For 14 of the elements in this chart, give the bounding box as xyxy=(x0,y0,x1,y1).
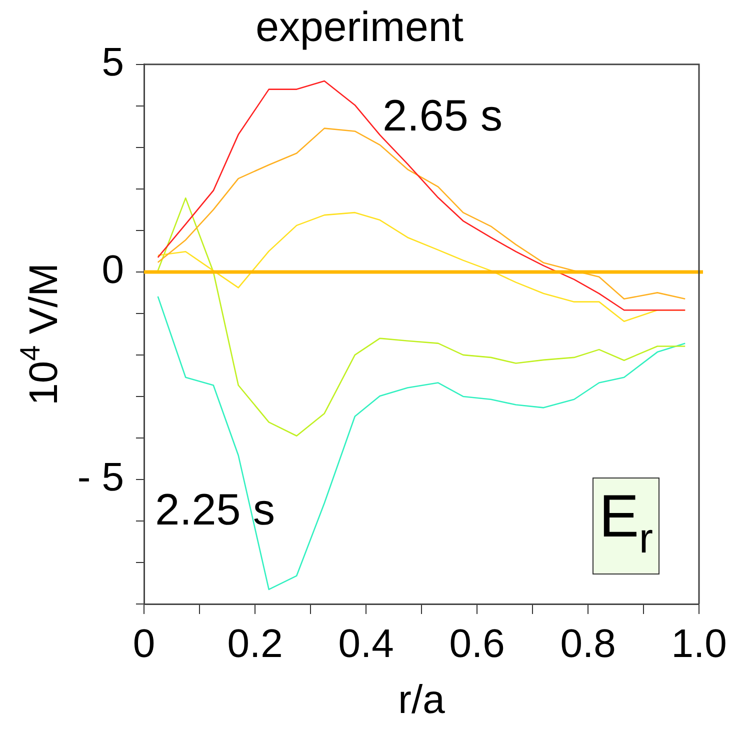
y-tick-label: 0 xyxy=(102,248,124,292)
x-tick-label: 0 xyxy=(132,622,156,666)
x-tick-label: 0.8 xyxy=(560,622,616,666)
x-axis-title: r/a xyxy=(398,678,446,722)
x-tick-label: 0.6 xyxy=(449,622,505,666)
chart-title: experiment xyxy=(256,2,464,50)
y-axis-title: 104 V/M xyxy=(14,263,66,406)
y-tick-label: - 5 xyxy=(77,456,124,500)
x-tick-label: 1.0 xyxy=(671,622,727,666)
annotation: 2.65 s xyxy=(382,92,503,140)
y-tick-label: 5 xyxy=(102,40,124,84)
x-tick-label: 0.2 xyxy=(227,622,283,666)
x-tick-label: 0.4 xyxy=(338,622,394,666)
annotation: 2.25 s xyxy=(155,485,275,534)
